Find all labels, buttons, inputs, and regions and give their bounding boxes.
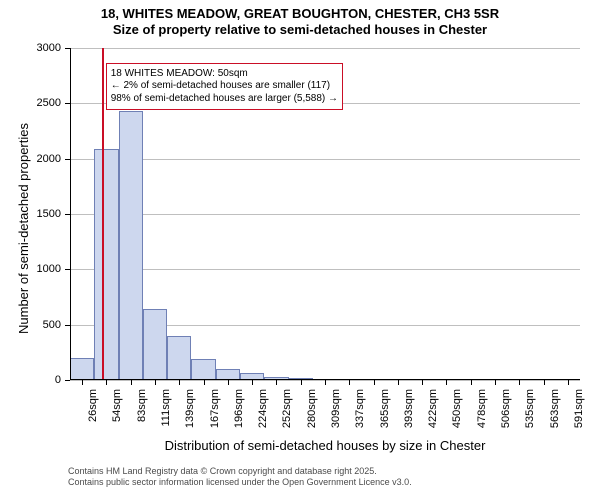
histogram-bar: [119, 111, 143, 380]
gridline: [70, 269, 580, 270]
x-tick-label: 309sqm: [330, 389, 342, 439]
x-tick-mark: [349, 380, 350, 385]
x-tick-label: 506sqm: [500, 389, 512, 439]
x-tick-mark: [82, 380, 83, 385]
attribution-line: Contains public sector information licen…: [68, 477, 412, 488]
annotation-line: 18 WHITES MEADOW: 50sqm: [111, 68, 338, 81]
x-tick-label: 422sqm: [427, 389, 439, 439]
x-tick-label: 224sqm: [257, 389, 269, 439]
x-tick-label: 139sqm: [184, 389, 196, 439]
annotation-line: ← 2% of semi-detached houses are smaller…: [111, 80, 338, 93]
chart-titles: 18, WHITES MEADOW, GREAT BOUGHTON, CHEST…: [0, 6, 600, 37]
x-tick-mark: [446, 380, 447, 385]
x-tick-label: 563sqm: [549, 389, 561, 439]
y-tick-label: 2500: [37, 97, 61, 109]
x-tick-mark: [252, 380, 253, 385]
gridline: [70, 48, 580, 49]
x-tick-mark: [228, 380, 229, 385]
x-tick-label: 196sqm: [233, 389, 245, 439]
y-tick-label: 500: [43, 319, 61, 331]
x-tick-mark: [301, 380, 302, 385]
x-tick-label: 535sqm: [524, 389, 536, 439]
x-tick-label: 167sqm: [209, 389, 221, 439]
x-tick-mark: [179, 380, 180, 385]
y-tick-label: 1500: [37, 208, 61, 220]
x-tick-mark: [568, 380, 569, 385]
x-tick-label: 337sqm: [354, 389, 366, 439]
x-tick-label: 252sqm: [281, 389, 293, 439]
y-tick-label: 2000: [37, 153, 61, 165]
y-tick-label: 0: [55, 374, 61, 386]
histogram-bar: [70, 358, 94, 380]
x-tick-mark: [495, 380, 496, 385]
annotation-box: 18 WHITES MEADOW: 50sqm← 2% of semi-deta…: [106, 63, 343, 111]
histogram-bar: [143, 309, 167, 380]
x-tick-mark: [276, 380, 277, 385]
x-tick-label: 591sqm: [573, 389, 585, 439]
gridline: [70, 159, 580, 160]
x-tick-mark: [519, 380, 520, 385]
x-tick-mark: [422, 380, 423, 385]
x-tick-label: 111sqm: [160, 389, 172, 439]
plot-border-left: [70, 48, 71, 380]
x-tick-label: 393sqm: [403, 389, 415, 439]
x-tick-label: 83sqm: [136, 389, 148, 439]
annotation-line: 98% of semi-detached houses are larger (…: [111, 93, 338, 106]
x-tick-mark: [325, 380, 326, 385]
plot-area: 18 WHITES MEADOW: 50sqm← 2% of semi-deta…: [70, 48, 580, 380]
x-tick-label: 365sqm: [379, 389, 391, 439]
reference-line: [102, 48, 104, 380]
chart-title-line1: 18, WHITES MEADOW, GREAT BOUGHTON, CHEST…: [0, 6, 600, 22]
x-tick-mark: [374, 380, 375, 385]
x-tick-label: 280sqm: [306, 389, 318, 439]
chart-title-line2: Size of property relative to semi-detach…: [0, 22, 600, 38]
chart-container: 18, WHITES MEADOW, GREAT BOUGHTON, CHEST…: [0, 0, 600, 500]
x-tick-mark: [471, 380, 472, 385]
x-axis-label: Distribution of semi-detached houses by …: [70, 438, 580, 453]
x-tick-mark: [106, 380, 107, 385]
attribution-text: Contains HM Land Registry data © Crown c…: [68, 466, 412, 489]
x-tick-mark: [131, 380, 132, 385]
y-tick-label: 3000: [37, 42, 61, 54]
y-tick-label: 1000: [37, 263, 61, 275]
x-tick-label: 26sqm: [87, 389, 99, 439]
y-axis-label: Number of semi-detached properties: [16, 123, 31, 334]
attribution-line: Contains HM Land Registry data © Crown c…: [68, 466, 412, 477]
x-tick-mark: [398, 380, 399, 385]
x-tick-label: 478sqm: [476, 389, 488, 439]
histogram-bar: [191, 359, 215, 380]
histogram-bar: [167, 336, 191, 380]
gridline: [70, 214, 580, 215]
x-tick-label: 450sqm: [451, 389, 463, 439]
x-tick-label: 54sqm: [111, 389, 123, 439]
x-tick-mark: [204, 380, 205, 385]
histogram-bar: [94, 149, 118, 380]
x-tick-mark: [544, 380, 545, 385]
x-tick-mark: [155, 380, 156, 385]
plot-area-wrapper: 050010001500200025003000 18 WHITES MEADO…: [70, 48, 580, 380]
